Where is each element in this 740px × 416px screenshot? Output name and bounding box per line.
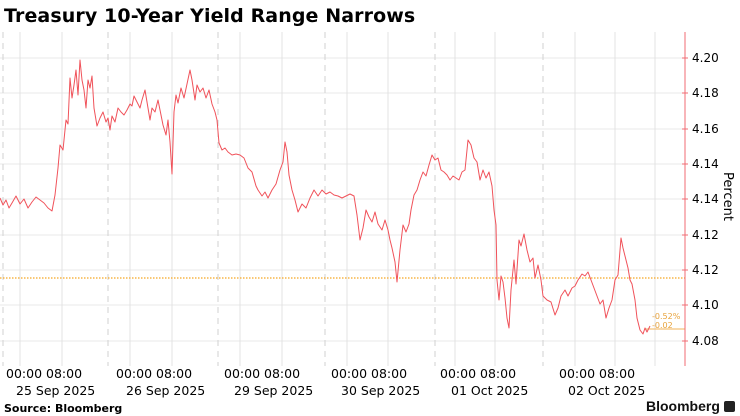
y-tick-label: 4.10 (692, 298, 719, 312)
vertical-gridlines (19, 32, 656, 366)
abs-change-annotation: -0.02 (652, 321, 673, 330)
x-tick-date: 02 Oct 2025 (568, 383, 646, 398)
y-tick-label: 4.20 (692, 51, 719, 65)
x-tick-times: 00:00 08:00 (6, 366, 83, 381)
y-tick-label: 4.18 (692, 86, 719, 100)
x-tick-times: 00:00 08:00 (116, 366, 193, 381)
x-tick-times: 00:00 08:00 (224, 366, 301, 381)
horizontal-gridlines (0, 57, 685, 342)
bloomberg-chart-icon (724, 401, 735, 412)
x-tick-date: 29 Sep 2025 (234, 383, 314, 398)
y-tick-label: 4.12 (692, 228, 719, 242)
bloomberg-logo: Bloomberg (646, 398, 720, 414)
day-separators (2, 32, 544, 366)
x-tick-date: 01 Oct 2025 (451, 383, 529, 398)
y-axis-ticks (682, 57, 688, 342)
x-tick-date: 30 Sep 2025 (341, 383, 421, 398)
x-tick-date: 26 Sep 2025 (126, 383, 206, 398)
chart-title: Treasury 10-Year Yield Range Narrows (4, 5, 416, 27)
y-tick-label: 4.14 (692, 192, 719, 206)
y-axis-label: Percent (720, 172, 735, 221)
pct-change-annotation: -0.52% (652, 312, 681, 321)
x-tick-date: 25 Sep 2025 (16, 383, 96, 398)
x-tick-times: 00:00 08:00 (559, 366, 636, 381)
x-tick-times: 00:00 08:00 (440, 366, 517, 381)
source-note: Source: Bloomberg (4, 402, 123, 415)
y-tick-label: 4.14 (692, 157, 719, 171)
y-tick-label: 4.12 (692, 263, 719, 277)
y-tick-label: 4.08 (692, 334, 719, 348)
yield-line (0, 59, 651, 335)
y-tick-label: 4.16 (692, 122, 719, 136)
x-tick-times: 00:00 08:00 (331, 366, 408, 381)
